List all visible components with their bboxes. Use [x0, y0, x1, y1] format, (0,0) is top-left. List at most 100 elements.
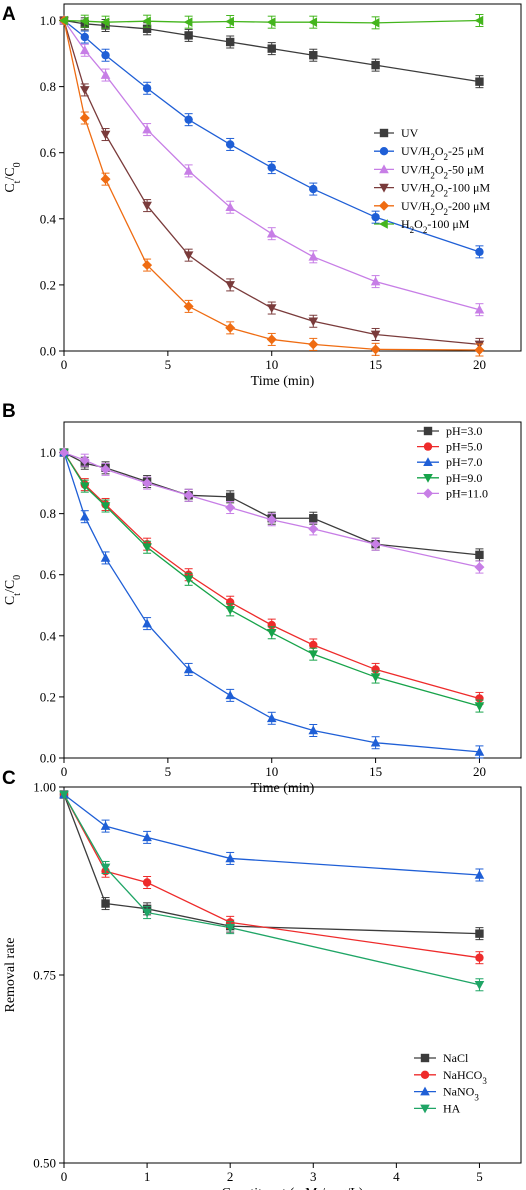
data-point — [370, 673, 381, 683]
x-tick-label: 5 — [476, 1169, 483, 1184]
panel-c: C 0 1 2 3 4 5 0.50 0.75 1.00 Constituent (mM / mg/… — [2, 768, 522, 1190]
data-point — [370, 539, 381, 550]
series-line — [63, 20, 480, 311]
x-tick-label: 10 — [265, 357, 278, 372]
series-line — [63, 451, 480, 556]
legend-label: pH=11.0 — [446, 486, 488, 500]
y-tick-label: 0.2 — [40, 689, 56, 704]
data-point — [308, 339, 319, 350]
legend-marker — [420, 1104, 430, 1114]
x-tick-label: 3 — [310, 1169, 317, 1184]
y-tick-label: 0.6 — [40, 567, 57, 582]
y-tick-label: 0.0 — [40, 751, 56, 766]
series-line — [63, 794, 480, 959]
panel-label-c: C — [2, 768, 16, 789]
legend-label: UV/H2O2-25 μM — [401, 144, 484, 162]
data-point — [225, 202, 235, 212]
data-point — [142, 618, 152, 628]
x-tick-label: 0 — [61, 357, 68, 372]
data-point — [225, 140, 235, 149]
data-point — [183, 490, 194, 501]
data-point — [142, 16, 151, 26]
data-point — [142, 832, 152, 842]
data-point — [183, 17, 193, 27]
data-point — [59, 790, 69, 800]
series-line — [63, 20, 480, 346]
legend-marker — [379, 128, 389, 138]
data-point — [266, 228, 277, 238]
x-tick-label: 10 — [265, 764, 278, 779]
data-point — [142, 543, 152, 553]
plot-frame — [63, 421, 522, 759]
x-tick-label: 20 — [473, 764, 486, 779]
data-point — [100, 174, 111, 185]
data-point — [309, 51, 318, 60]
data-point — [474, 746, 485, 756]
x-tick-label: 0 — [61, 1169, 68, 1184]
data-point — [100, 17, 110, 27]
data-point — [142, 878, 152, 887]
data-point — [183, 251, 194, 261]
data-point — [100, 821, 111, 830]
series-line — [63, 794, 480, 876]
series-3 — [59, 448, 485, 713]
data-point — [184, 115, 193, 124]
data-point — [308, 523, 319, 534]
data-point — [101, 899, 110, 908]
plot-frame — [63, 3, 522, 352]
data-point — [225, 690, 235, 700]
data-point — [142, 124, 152, 134]
series-line — [63, 451, 480, 568]
legend-marker — [379, 183, 389, 193]
y-axis-title: Ct/C0 — [3, 575, 23, 605]
data-point — [142, 24, 152, 33]
data-point — [308, 650, 319, 660]
legend-marker — [420, 1086, 430, 1096]
data-point — [370, 276, 381, 286]
data-point — [474, 702, 485, 712]
data-point — [371, 212, 380, 222]
series-line — [63, 19, 480, 83]
data-point — [225, 322, 236, 333]
data-point — [309, 184, 318, 194]
series-3 — [59, 16, 485, 351]
series-line — [63, 452, 480, 700]
legend-marker — [423, 457, 433, 466]
y-axis-title: Ct/C0 — [3, 162, 23, 192]
data-point — [79, 45, 90, 55]
data-point — [183, 165, 194, 175]
legend-marker — [423, 426, 433, 436]
data-point — [59, 447, 69, 458]
data-point — [266, 334, 277, 345]
panel-b: B 0 5 10 15 20 0.0 0.2 0.4 0.6 0.8 1.0 Time (min) Ct/… — [2, 401, 522, 796]
data-point — [266, 514, 277, 525]
x-tick-label: 4 — [393, 1169, 400, 1184]
series-line — [63, 794, 480, 986]
data-point — [267, 163, 276, 172]
data-point — [371, 60, 380, 70]
data-point — [100, 863, 111, 873]
legend-label: pH=9.0 — [446, 471, 482, 485]
panel-label-b: B — [2, 401, 16, 422]
series-line — [63, 452, 480, 753]
series-line — [63, 19, 480, 24]
data-point — [309, 640, 318, 650]
data-point — [142, 84, 152, 93]
data-point — [225, 923, 235, 933]
legend-marker — [423, 442, 433, 451]
data-point — [100, 552, 111, 562]
series-line — [63, 452, 480, 707]
panel-label-a: A — [2, 4, 16, 25]
data-point — [225, 502, 236, 513]
data-point — [308, 251, 319, 261]
y-tick-label: 0.0 — [40, 344, 56, 359]
data-point — [225, 853, 235, 863]
data-point — [474, 562, 485, 573]
data-point — [100, 464, 111, 475]
y-tick-label: 0.8 — [40, 79, 56, 94]
legend-label: pH=7.0 — [446, 455, 482, 469]
data-point — [475, 929, 484, 938]
data-point — [474, 980, 485, 990]
